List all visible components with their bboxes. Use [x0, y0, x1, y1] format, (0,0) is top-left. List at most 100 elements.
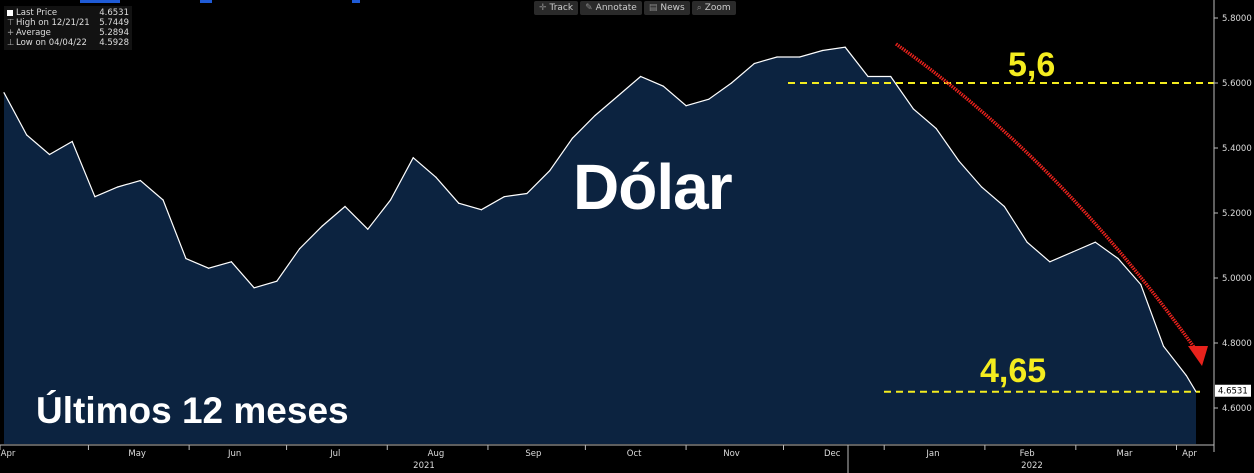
price-point [890, 75, 892, 78]
chart-subtitle: Últimos 12 meses [36, 390, 349, 431]
x-month-label: Nov [723, 449, 740, 459]
x-month-label: May [128, 449, 146, 459]
price-point [1094, 241, 1096, 243]
price-point [844, 46, 846, 48]
y-tick-label: 5.0000 [1222, 274, 1252, 284]
price-point [480, 209, 483, 211]
price-point [71, 140, 73, 143]
high-marker-icon: ⊤ [7, 18, 15, 28]
price-point [935, 127, 937, 130]
area-fill [4, 47, 1196, 444]
track-button[interactable]: ✛ Track [534, 1, 579, 15]
x-month-label: Jul [329, 449, 340, 459]
lower-level-annotation: 4,65 [980, 352, 1047, 390]
x-month-label: Apr [1182, 449, 1197, 459]
last-price-tag-label: 4.6531 [1218, 387, 1248, 397]
average-marker-icon: + [7, 28, 15, 38]
track-label: Track [549, 3, 574, 13]
news-icon: ▤ [648, 3, 658, 13]
x-month-label: Jun [227, 449, 241, 459]
price-point [253, 287, 255, 289]
trend-arrow [894, 42, 1208, 366]
x-month-label: Feb [1020, 449, 1035, 459]
price-point [389, 199, 392, 201]
price-point [708, 98, 710, 100]
price-point [526, 192, 528, 195]
price-point [344, 205, 346, 208]
price-point [912, 108, 915, 110]
price-point [139, 179, 142, 182]
price-point [1049, 261, 1051, 263]
price-point [753, 62, 755, 65]
price-point [1162, 345, 1165, 347]
x-month-label: Sep [525, 449, 541, 459]
x-year-label: 2022 [1021, 461, 1043, 471]
magnifier-icon: ⌕ [696, 3, 702, 13]
header-accent-left [80, 0, 120, 3]
price-point [435, 176, 437, 178]
legend-high-label: High on 12/21/21 [16, 18, 90, 28]
legend-low-label: Low on 04/04/22 [16, 38, 87, 48]
legend-high-value: 5.7449 [99, 18, 129, 28]
price-point [117, 186, 119, 188]
trend-arrow-shaft [894, 42, 1198, 352]
x-year-label: 2021 [413, 461, 435, 471]
trend-arrow-head [1188, 346, 1208, 366]
zoom-label: Zoom [704, 3, 731, 13]
price-point [799, 56, 801, 58]
price-point [685, 105, 687, 107]
price-point [639, 75, 642, 78]
price-point [185, 257, 187, 260]
price-point [1140, 283, 1142, 286]
price-point [276, 280, 278, 282]
x-month-label: Jan [925, 449, 939, 459]
legend-last-price-label: Last Price [16, 8, 58, 18]
last-price-swatch [7, 10, 13, 16]
last-price-tag [1215, 384, 1251, 397]
price-point [1185, 374, 1187, 377]
chart-toolbar: ✛ Track ✎ Annotate ▤ News ⌕ Zoom [534, 1, 736, 15]
crosshair-icon: ✛ [539, 3, 547, 13]
legend-low-value: 4.5928 [99, 38, 129, 48]
news-button[interactable]: ▤ News [643, 1, 690, 15]
price-point [162, 199, 164, 201]
price-point [1026, 241, 1028, 243]
low-marker-icon: ⊥ [7, 38, 15, 48]
price-point [1071, 251, 1074, 253]
price-point [321, 225, 323, 227]
annotate-button[interactable]: ✎ Annotate [580, 1, 642, 15]
x-month-label: Mar [1117, 449, 1134, 459]
price-point [958, 160, 960, 162]
zoom-button[interactable]: ⌕ Zoom [691, 1, 736, 15]
y-tick-label: 4.6000 [1222, 404, 1252, 414]
price-point [867, 75, 869, 78]
price-line [3, 46, 1197, 393]
reference-lines [788, 82, 1214, 393]
price-point [208, 267, 210, 269]
pencil-icon: ✎ [585, 3, 593, 13]
price-point [662, 85, 664, 87]
price-point [3, 92, 5, 94]
price-point [571, 137, 573, 139]
chart-title: Dólar [573, 151, 733, 223]
x-month-label: Dec [824, 449, 841, 459]
price-point [503, 196, 505, 198]
y-tick-label: 4.8000 [1222, 339, 1252, 349]
y-tick-label: 5.6000 [1222, 79, 1252, 89]
price-point [48, 153, 51, 156]
y-tick-label: 5.8000 [1222, 14, 1252, 24]
price-legend: Last Price 4.6531 ⊤ High on 12/21/21 5.7449… [4, 6, 132, 50]
y-tick-label: 5.2000 [1222, 209, 1252, 219]
price-point [298, 248, 301, 250]
price-point [458, 202, 460, 204]
legend-last-price-value: 4.6531 [99, 8, 129, 18]
price-point [594, 114, 596, 117]
annotate-label: Annotate [595, 3, 637, 13]
x-month-label: Oct [627, 449, 642, 459]
price-point [617, 95, 619, 97]
legend-average-value: 5.2894 [99, 28, 129, 38]
x-month-label: Aug [428, 449, 445, 459]
price-point [549, 170, 551, 172]
